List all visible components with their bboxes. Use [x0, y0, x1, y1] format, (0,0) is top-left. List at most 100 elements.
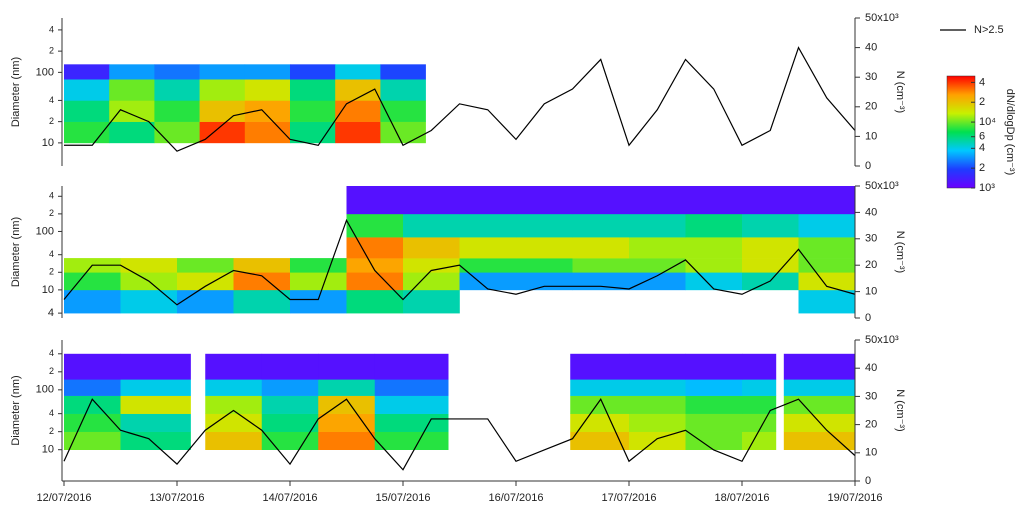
heatmap-cell — [798, 258, 856, 273]
heatmap-cell — [572, 258, 630, 273]
heatmap-cell — [177, 272, 234, 291]
heatmap-cell — [177, 258, 234, 273]
heatmap-cell — [629, 258, 686, 273]
x-tick-label: 16/07/2016 — [488, 492, 543, 504]
heatmap-cell — [459, 237, 517, 259]
heatmap-cell — [380, 79, 426, 101]
heatmap-cell — [244, 64, 291, 80]
y2-tick-label: 40 — [865, 206, 877, 218]
y2-tick-label: 50x10³ — [865, 334, 899, 346]
heatmap-cell — [290, 79, 336, 101]
y-axis-label: Diameter (nm) — [10, 375, 22, 445]
heatmap-cell — [629, 237, 686, 259]
heatmap-cell — [64, 79, 110, 101]
heatmap-cell — [380, 100, 426, 122]
heatmap-cell — [346, 272, 404, 291]
heatmap-cell — [346, 237, 404, 259]
heatmap-cell — [685, 186, 743, 215]
heatmap-cell — [685, 258, 743, 273]
heatmap-cell — [335, 100, 381, 122]
y-tick-label: 2 — [49, 208, 54, 218]
heatmap-cell — [64, 353, 121, 380]
heatmap-cell — [516, 186, 573, 215]
heatmap-cell — [205, 353, 263, 380]
colorbar-tick-label: 4 — [979, 76, 985, 88]
heatmap-cell — [798, 213, 856, 238]
heatmap-cell — [318, 395, 376, 414]
heatmap-cell — [629, 272, 686, 291]
heatmap-cell — [109, 121, 155, 144]
y-tick-label: 10 — [42, 284, 54, 296]
heatmap-cell — [742, 413, 777, 432]
heatmap-cell — [233, 272, 291, 291]
heatmap-cell — [109, 100, 155, 122]
y2-tick-label: 10 — [865, 130, 877, 142]
heatmap-cell — [346, 186, 404, 215]
heatmap-cell — [64, 272, 121, 291]
heatmap-cell — [261, 379, 319, 396]
heatmap-cell — [205, 413, 263, 432]
heatmap-cell — [403, 272, 460, 291]
colorbar-tick-label: 4 — [979, 142, 985, 154]
heatmap-cell — [742, 395, 777, 414]
data-line — [63, 218, 856, 306]
heatmap-cell — [685, 353, 743, 380]
heatmap-cell — [205, 395, 263, 414]
heatmap-cell — [572, 213, 630, 238]
y-axis-label: Diameter (nm) — [10, 57, 22, 127]
heatmap-cell — [783, 353, 856, 380]
colorbar — [946, 75, 976, 189]
heatmap-cell — [120, 395, 191, 414]
heatmap-cell — [570, 431, 630, 450]
y2-tick-label: 30 — [865, 233, 877, 245]
heatmap-cell — [742, 431, 777, 450]
heatmap-cell — [109, 79, 155, 101]
y2-axis-label: N (cm⁻³) — [894, 389, 906, 431]
heatmap-cell — [318, 379, 376, 396]
y-tick-label: 4 — [49, 24, 54, 34]
heatmap-cell — [629, 186, 686, 215]
y2-tick-label: 20 — [865, 259, 877, 271]
heatmap-cell — [290, 64, 336, 80]
heatmap-cell — [233, 258, 291, 273]
heatmap-cell — [335, 79, 381, 101]
y-tick-label: 4 — [49, 249, 54, 259]
heatmap-cell — [261, 395, 319, 414]
heatmap-cell — [380, 121, 426, 144]
y-axis-label: Diameter (nm) — [10, 217, 22, 287]
heatmap-cell — [109, 64, 155, 80]
heatmap-cell — [629, 379, 686, 396]
data-line — [64, 46, 856, 152]
heatmap-cell — [572, 237, 630, 259]
heatmap-cell — [261, 431, 319, 450]
y2-tick-label: 50x10³ — [865, 180, 899, 192]
heatmap-cell — [374, 353, 449, 380]
heatmap-cell — [120, 379, 191, 396]
heatmap-cell — [629, 213, 686, 238]
y2-axis-label: N (cm⁻³) — [894, 71, 906, 113]
heatmap-cell — [318, 431, 376, 450]
heatmap-cell — [120, 353, 191, 380]
heatmap-cell — [290, 100, 336, 122]
heatmap-cell — [154, 64, 200, 80]
heatmap-cell — [742, 237, 799, 259]
y2-tick-label: 0 — [865, 475, 871, 487]
heatmap-cell — [346, 258, 404, 273]
x-tick-label: 18/07/2016 — [714, 492, 769, 504]
heatmap-cell — [629, 413, 686, 432]
heatmap-cell — [120, 431, 191, 450]
y-tick-label: 2 — [49, 116, 54, 126]
heatmap-cell — [64, 395, 121, 414]
heatmap-cell — [346, 289, 404, 314]
y-tick-label: 4 — [49, 408, 54, 418]
heatmap-cell — [685, 237, 743, 259]
y2-tick-label: 30 — [865, 71, 877, 83]
heatmap-cell — [199, 64, 246, 80]
x-tick-label: 15/07/2016 — [375, 492, 430, 504]
heatmap-cell — [120, 413, 191, 432]
heatmap-cell — [629, 431, 686, 450]
heatmap-cell — [783, 379, 856, 396]
heatmap-cell — [374, 395, 449, 414]
heatmap-cell — [459, 258, 517, 273]
